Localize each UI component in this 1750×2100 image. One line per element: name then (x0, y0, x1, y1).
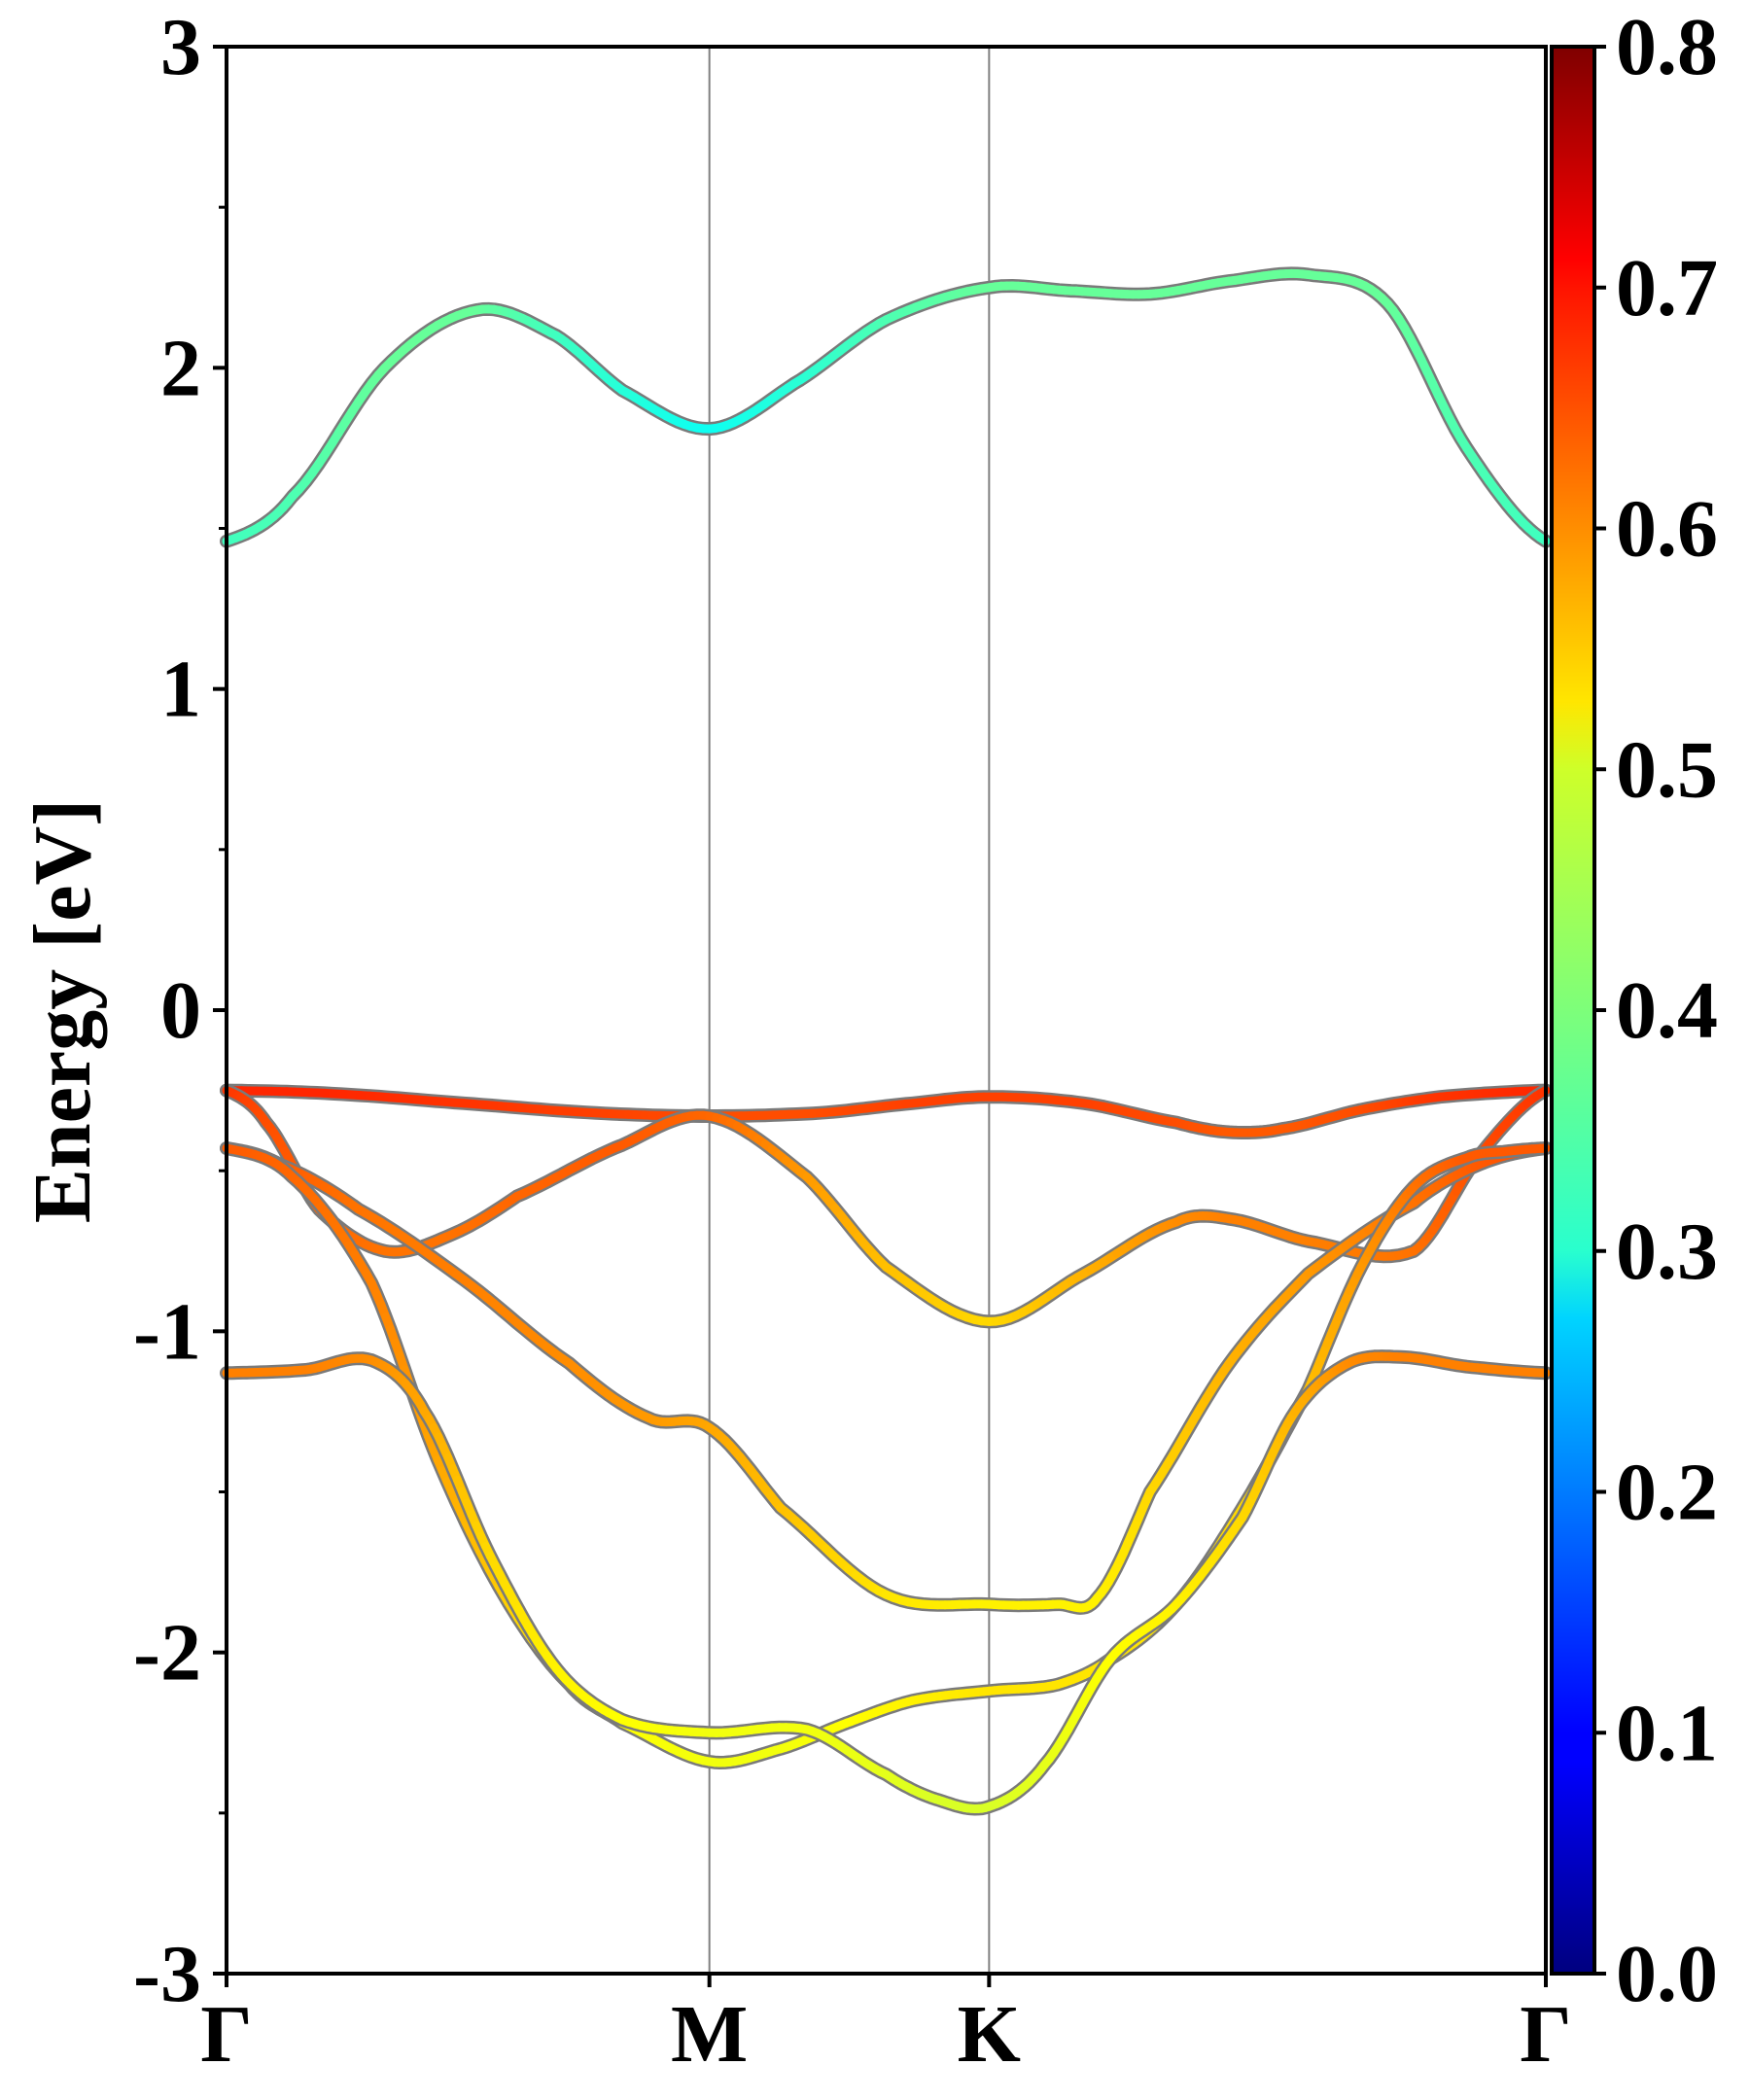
x-tick-label: K (958, 1989, 1021, 2080)
colorbar-tick-label: 0.1 (1616, 1688, 1718, 1778)
x-tick-label: Γ (1520, 1989, 1571, 2080)
colorbar-tick-label: 0.0 (1616, 1929, 1718, 2019)
colorbar-tick-label: 0.6 (1616, 484, 1718, 575)
bands (220, 266, 1553, 1816)
band-6 (220, 1349, 1553, 1816)
colorbar-tick-label: 0.2 (1616, 1448, 1718, 1538)
colorbar-ticks: 0.0 0.1 0.2 0.3 0.4 0.5 0.6 0.7 0.8 (1594, 2, 1718, 2019)
y-tick-label: -2 (133, 1608, 201, 1698)
colorbar-tick-label: 0.5 (1616, 724, 1718, 815)
y-axis-ticks: -3 -2 -1 0 1 2 3 (133, 2, 227, 2019)
band-1 (220, 266, 1553, 548)
colorbar-tick-label: 0.3 (1616, 1207, 1718, 1297)
x-tick-label: M (671, 1989, 748, 2080)
band-outline (220, 266, 1553, 548)
band-2 (220, 1083, 1553, 1139)
colorbar-tick-label: 0.8 (1616, 2, 1718, 92)
band-4 (220, 1141, 1553, 1615)
colorbar-tick-label: 0.7 (1616, 243, 1718, 333)
colorbar-tick-label: 0.4 (1616, 965, 1718, 1056)
y-tick-label: 3 (160, 2, 201, 92)
band-outline (220, 1349, 1553, 1816)
y-tick-label: 2 (160, 323, 201, 413)
y-axis-label: Energy [eV] (18, 799, 108, 1223)
kpoint-lines (708, 47, 991, 1974)
band-outline (220, 1141, 1553, 1615)
y-tick-label: -1 (133, 1286, 201, 1377)
y-tick-label: 1 (160, 645, 201, 735)
y-tick-label: 0 (160, 965, 201, 1056)
x-tick-label: Γ (200, 1989, 252, 2080)
colorbar (1550, 45, 1596, 1976)
y-tick-label: -3 (133, 1929, 201, 2019)
